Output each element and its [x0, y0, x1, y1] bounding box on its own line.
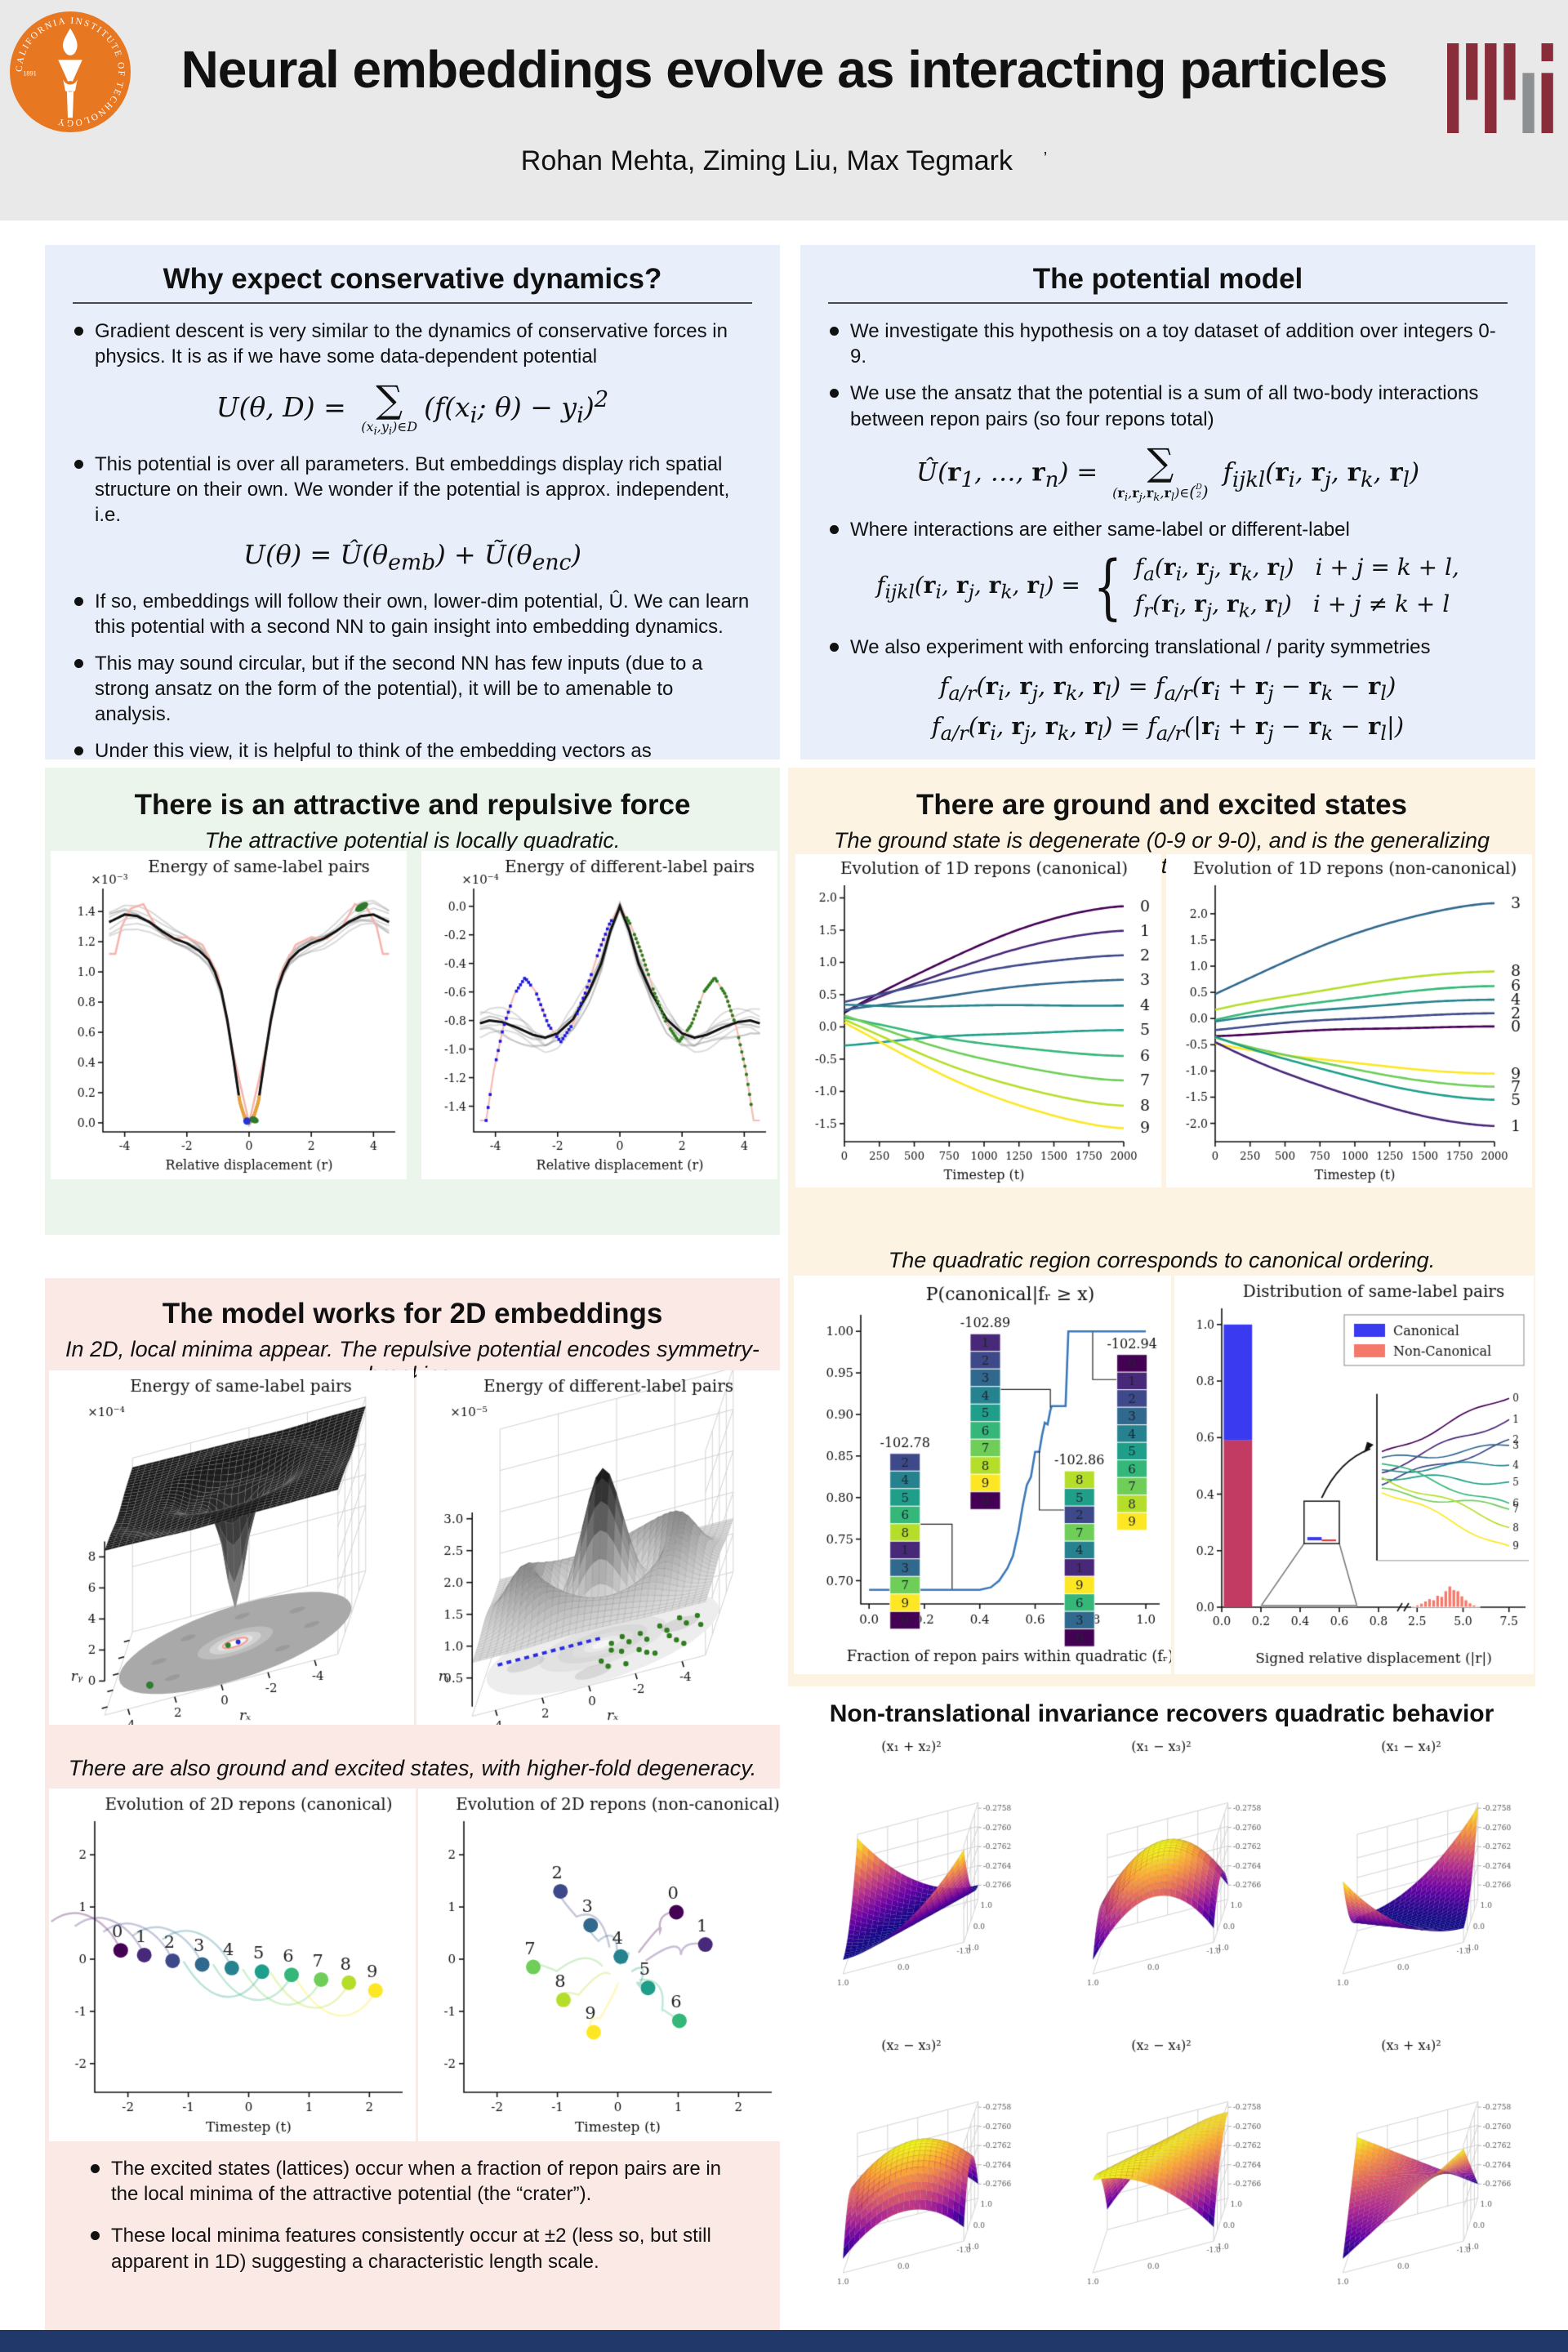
nti-section-title: Non-translational invariance recovers qu… — [829, 1700, 1494, 1727]
bullet-item: These local minima features consistently… — [91, 2223, 734, 2274]
brace-glyph: { — [1093, 546, 1123, 629]
bullet-text: The excited states (lattices) occur when… — [111, 2158, 722, 2206]
case-expr: fr(ri, rj, rk, rl) — [1134, 590, 1292, 622]
equation-lhs: fijkl(ri, rj, rk, rl) = — [876, 572, 1080, 604]
authors-text: Rohan Mehta, Ziming Liu, Max Tegmark — [520, 145, 1013, 176]
bullet-text: This may sound circular, but if the seco… — [95, 652, 703, 726]
bullet-text: We also experiment with enforcing transl… — [850, 636, 1431, 659]
mit-logo — [1447, 43, 1553, 133]
case-cond: i + j = k + l, — [1315, 554, 1459, 581]
chart-surface-diff-label-2d — [416, 1370, 782, 1725]
bullet-text: We use the ansatz that the potential is … — [850, 382, 1479, 430]
chart-nti-surface-5 — [1039, 2032, 1284, 2323]
equation-symmetry-1: fa/r(ri, rj, rk, rl) = fa/r(ri + rj − rk… — [939, 671, 1396, 705]
poster-authors: Rohan Mehta, Ziming Liu, Max Tegmark ’ — [0, 145, 1568, 177]
equation-cases: fa(ri, rj, rk, rl) i + j = k + l, fr(ri, … — [1135, 554, 1459, 621]
bullet-item: The excited states (lattices) occur when… — [91, 2156, 734, 2207]
torch-handle-icon — [66, 83, 74, 118]
chart-evolution-1d-canonical — [795, 854, 1161, 1187]
panel-title: Why expect conservative dynamics? — [163, 263, 662, 295]
panel-title: There are ground and excited states — [915, 789, 1407, 821]
panel-title: There is an attractive and repulsive for… — [134, 789, 691, 821]
chart-energy-diff-label-1d — [421, 851, 777, 1179]
bullet-dot — [74, 596, 83, 606]
torch-cup-icon — [58, 60, 82, 84]
bullet-text: These local minima features consistently… — [111, 2225, 711, 2273]
chart-nti-surface-6 — [1289, 2032, 1534, 2323]
panel-why-conservative: Why expect conservative dynamics? Gradie… — [45, 245, 780, 788]
footer-bar — [0, 2330, 1568, 2352]
bullet-dot — [74, 327, 83, 336]
chart-surface-same-label-2d — [49, 1370, 414, 1725]
bullet-dot — [830, 524, 839, 534]
conclusion-bullets: The excited states (lattices) occur when… — [61, 2156, 764, 2286]
chart-evolution-1d-noncanonical — [1166, 854, 1532, 1187]
caltech-logo: CALIFORNIA INSTITUTE OF TECHNOLOGY 1891 — [10, 11, 131, 132]
bullet-item: Where interactions are either same-label… — [830, 517, 1506, 542]
case-expr: fa(ri, rj, rk, rl) — [1134, 554, 1294, 586]
bullet-item: This potential is over all parameters. B… — [74, 452, 751, 528]
equation-potential-data: U(θ, D) = ∑ (xi,yi)∈D (f(xi; θ) − yi)2 — [216, 377, 609, 439]
bullet-dot — [91, 2164, 100, 2173]
panel-title: The potential model — [1032, 263, 1303, 295]
chart-nti-surface-3 — [1289, 1733, 1534, 2024]
authors-footnote-mark: ’ — [1043, 149, 1048, 167]
panel-potential-model: The potential model We investigate this … — [800, 245, 1535, 760]
panel-subtitle: The attractive potential is locally quad… — [204, 828, 621, 853]
bullet-dot — [74, 746, 83, 756]
equation-fijkl-piecewise: fijkl(ri, rj, rk, rl) = { fa(ri, rj, rk,… — [808, 546, 1527, 629]
case-cond: i + j ≠ k + l — [1312, 590, 1450, 617]
bullet-item: This may sound circular, but if the seco… — [74, 651, 751, 728]
quadratic-note: The quadratic region corresponds to cano… — [888, 1248, 1436, 1272]
bullet-dot — [74, 658, 83, 668]
bullet-text: We investigate this hypothesis on a toy … — [850, 320, 1496, 368]
bullet-item: We also experiment with enforcing transl… — [830, 635, 1506, 660]
chart-evolution-2d-noncanonical — [418, 1788, 785, 2141]
bullet-dot — [830, 327, 839, 336]
chart-nti-surface-2 — [1039, 1733, 1284, 2024]
chart-energy-same-label-1d — [51, 851, 407, 1179]
caltech-year: 1891 — [23, 69, 37, 77]
bullet-item: We investigate this hypothesis on a toy … — [830, 318, 1506, 369]
header-bar: CALIFORNIA INSTITUTE OF TECHNOLOGY 1891 … — [0, 0, 1568, 220]
bullet-item: We use the ansatz that the potential is … — [830, 381, 1506, 431]
equation-potential-split: U(θ) = Û(θemb) + Ũ(θenc) — [243, 539, 581, 576]
bullet-dot — [830, 389, 839, 399]
chart-nti-surface-4 — [789, 2032, 1034, 2323]
bullet-text: If so, embeddings will follow their own,… — [95, 590, 750, 638]
bullet-item: If so, embeddings will follow their own,… — [74, 589, 751, 639]
bullet-text: This potential is over all parameters. B… — [95, 452, 730, 526]
equation-symmetry-2: fa/r(ri, rj, rk, rl) = fa/r(|ri + rj − r… — [931, 712, 1405, 746]
torch-hand-icon — [63, 78, 78, 91]
bullet-dot — [830, 643, 839, 653]
panel-title: The model works for 2D embeddings — [162, 1298, 663, 1330]
bullet-item: Gradient descent is very similar to the … — [74, 318, 751, 369]
bullet-dot — [91, 2231, 100, 2241]
chart-nti-surface-1 — [789, 1733, 1034, 2024]
torch-flame-icon — [63, 28, 78, 56]
degeneracy-note: There are also ground and excited states… — [68, 1756, 757, 1780]
equation-uhat-sum: Û(r1, …, rn) = ∑ (ri,rj,rk,rl)∈(D 2) fijkl… — [915, 439, 1420, 504]
bullet-text: Where interactions are either same-label… — [850, 518, 1350, 541]
chart-evolution-2d-canonical — [49, 1788, 416, 2141]
panel-subtitle: In 2D, local minima appear. The repulsiv… — [65, 1337, 760, 1387]
chart-distribution-same-label — [1174, 1276, 1534, 1674]
bullet-text: Gradient descent is very similar to the … — [95, 320, 728, 368]
title-rule — [828, 302, 1508, 304]
bullet-dot — [74, 459, 83, 469]
poster-title: Neural embeddings evolve as interacting … — [180, 40, 1388, 99]
title-rule — [73, 302, 752, 304]
chart-p-canonical — [794, 1276, 1171, 1674]
